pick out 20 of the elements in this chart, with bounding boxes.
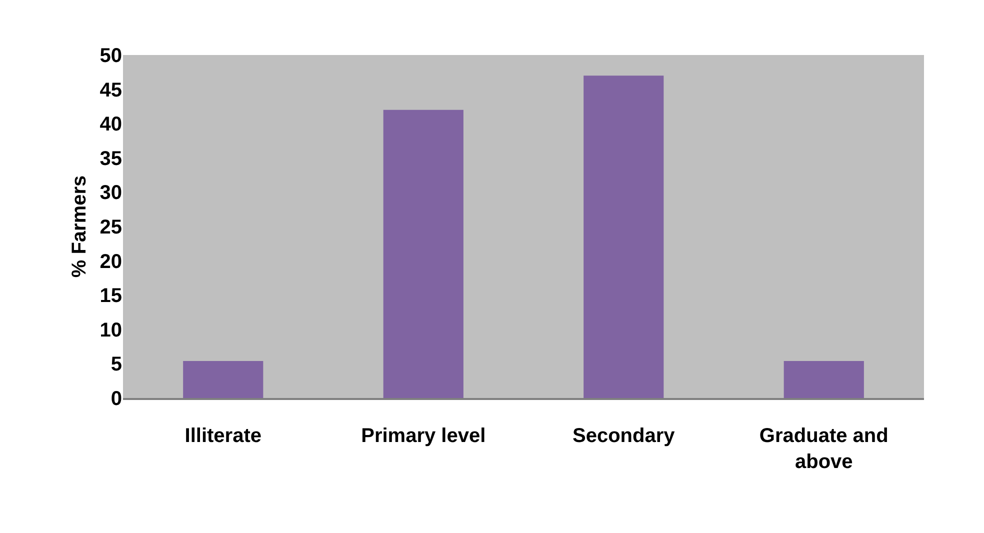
bar: [383, 110, 464, 398]
y-tick-label: 15: [100, 285, 122, 308]
y-tick-label: 35: [100, 148, 122, 170]
x-tick-label: Primary level: [361, 425, 486, 447]
y-tick-label: 10: [100, 319, 122, 342]
x-tick-label: Secondary: [572, 425, 676, 447]
y-tick-label: 20: [100, 250, 122, 273]
y-tick-label: 30: [100, 182, 122, 204]
y-tick-label: 45: [100, 79, 122, 102]
y-axis-title: % Farmers: [68, 175, 90, 278]
y-tick-label: 5: [110, 354, 122, 376]
y-tick-label: 50: [100, 45, 122, 67]
x-tick-label: Illiterate: [184, 425, 262, 447]
bar: [183, 360, 264, 398]
y-tick-label: 25: [100, 216, 122, 238]
y-tick-label: 0: [110, 388, 122, 410]
bar: [584, 76, 664, 398]
x-tick-label: Graduate and above: [759, 425, 888, 473]
y-tick-label: 40: [100, 114, 122, 136]
bar: [784, 360, 864, 398]
